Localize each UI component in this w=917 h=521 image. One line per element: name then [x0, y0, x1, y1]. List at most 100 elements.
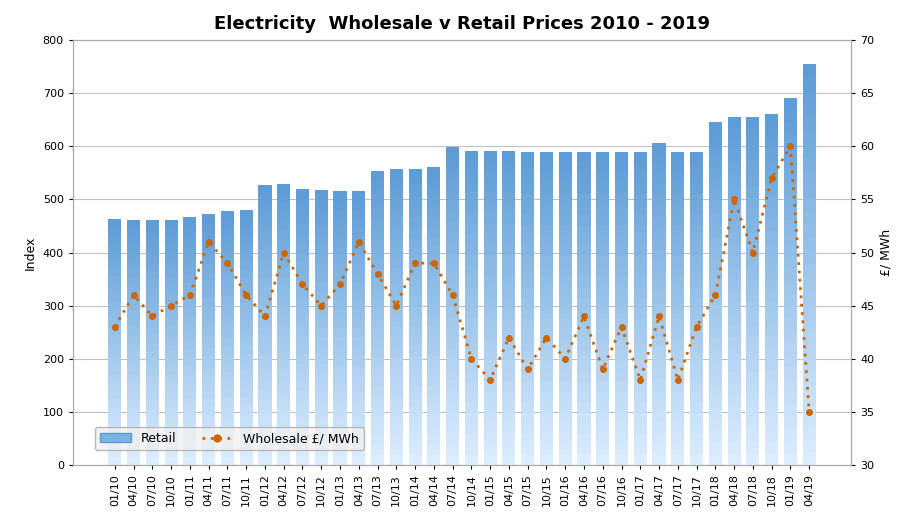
Bar — [427, 376, 440, 386]
Bar — [596, 267, 609, 277]
Bar — [259, 325, 271, 334]
Bar — [727, 442, 741, 453]
Bar — [259, 288, 271, 297]
Bar — [239, 388, 253, 397]
Bar — [296, 207, 309, 216]
Bar — [390, 426, 403, 436]
Bar — [521, 381, 535, 392]
Bar — [634, 235, 646, 245]
Bar — [390, 416, 403, 426]
Bar — [690, 204, 703, 214]
Bar — [765, 266, 779, 278]
Bar — [746, 140, 759, 152]
Bar — [483, 444, 497, 454]
Bar — [653, 250, 666, 261]
Bar — [334, 383, 347, 392]
Bar — [127, 424, 140, 432]
Bar — [352, 392, 365, 401]
Bar — [146, 359, 159, 367]
Bar — [390, 189, 403, 199]
Bar — [690, 214, 703, 225]
Bar — [259, 334, 271, 343]
Bar — [108, 309, 121, 317]
Bar — [596, 225, 609, 235]
Bar — [334, 192, 347, 201]
Bar — [727, 233, 741, 244]
Bar — [596, 172, 609, 183]
Bar — [108, 301, 121, 309]
Bar — [615, 329, 628, 340]
Bar — [521, 308, 535, 319]
Bar — [540, 193, 553, 204]
Bar — [427, 217, 440, 227]
Bar — [784, 135, 797, 147]
Bar — [465, 308, 478, 318]
Bar — [746, 244, 759, 256]
Bar — [427, 386, 440, 395]
Bar — [540, 350, 553, 361]
Bar — [239, 260, 253, 269]
Bar — [690, 433, 703, 444]
Bar — [746, 442, 759, 453]
Bar — [277, 183, 291, 193]
Bar — [108, 244, 121, 252]
Bar — [465, 161, 478, 171]
Bar — [615, 423, 628, 433]
Bar — [277, 427, 291, 437]
Bar — [634, 183, 646, 193]
Bar — [296, 456, 309, 465]
Bar — [277, 240, 291, 249]
Bar — [221, 406, 234, 414]
Bar — [765, 325, 779, 336]
Bar — [239, 346, 253, 354]
Bar — [277, 362, 291, 371]
Bar — [615, 193, 628, 204]
Bar — [315, 346, 327, 355]
Bar — [690, 225, 703, 235]
Bar — [108, 416, 121, 424]
Bar — [671, 152, 684, 162]
Bar — [408, 337, 422, 346]
Bar — [221, 253, 234, 262]
Bar — [164, 302, 178, 310]
Bar — [727, 395, 741, 407]
Bar — [334, 438, 347, 446]
Bar — [146, 408, 159, 416]
Bar — [371, 259, 384, 269]
Bar — [503, 161, 515, 171]
Bar — [503, 381, 515, 392]
Bar — [164, 269, 178, 277]
Bar — [558, 288, 572, 298]
Bar — [765, 371, 779, 383]
Bar — [709, 362, 722, 374]
Bar — [446, 380, 459, 391]
Bar — [221, 279, 234, 287]
Bar — [727, 337, 741, 349]
Bar — [503, 444, 515, 454]
Bar — [765, 196, 779, 207]
Title: Electricity  Wholesale v Retail Prices 2010 - 2019: Electricity Wholesale v Retail Prices 20… — [214, 15, 710, 33]
Bar — [634, 350, 646, 361]
Bar — [521, 183, 535, 193]
Bar — [615, 340, 628, 350]
Bar — [427, 256, 440, 266]
Bar — [221, 330, 234, 338]
Bar — [239, 371, 253, 380]
Bar — [108, 358, 121, 367]
Bar — [746, 349, 759, 361]
Bar — [296, 437, 309, 446]
Bar — [352, 355, 365, 365]
Bar — [709, 385, 722, 396]
Bar — [540, 245, 553, 256]
Bar — [390, 199, 403, 208]
Bar — [146, 367, 159, 375]
Bar — [615, 361, 628, 371]
Bar — [259, 353, 271, 362]
Bar — [483, 192, 497, 203]
Bar — [653, 304, 666, 315]
Bar — [578, 371, 591, 381]
Bar — [671, 423, 684, 433]
Bar — [634, 329, 646, 340]
Bar — [334, 374, 347, 383]
Bar — [690, 162, 703, 172]
